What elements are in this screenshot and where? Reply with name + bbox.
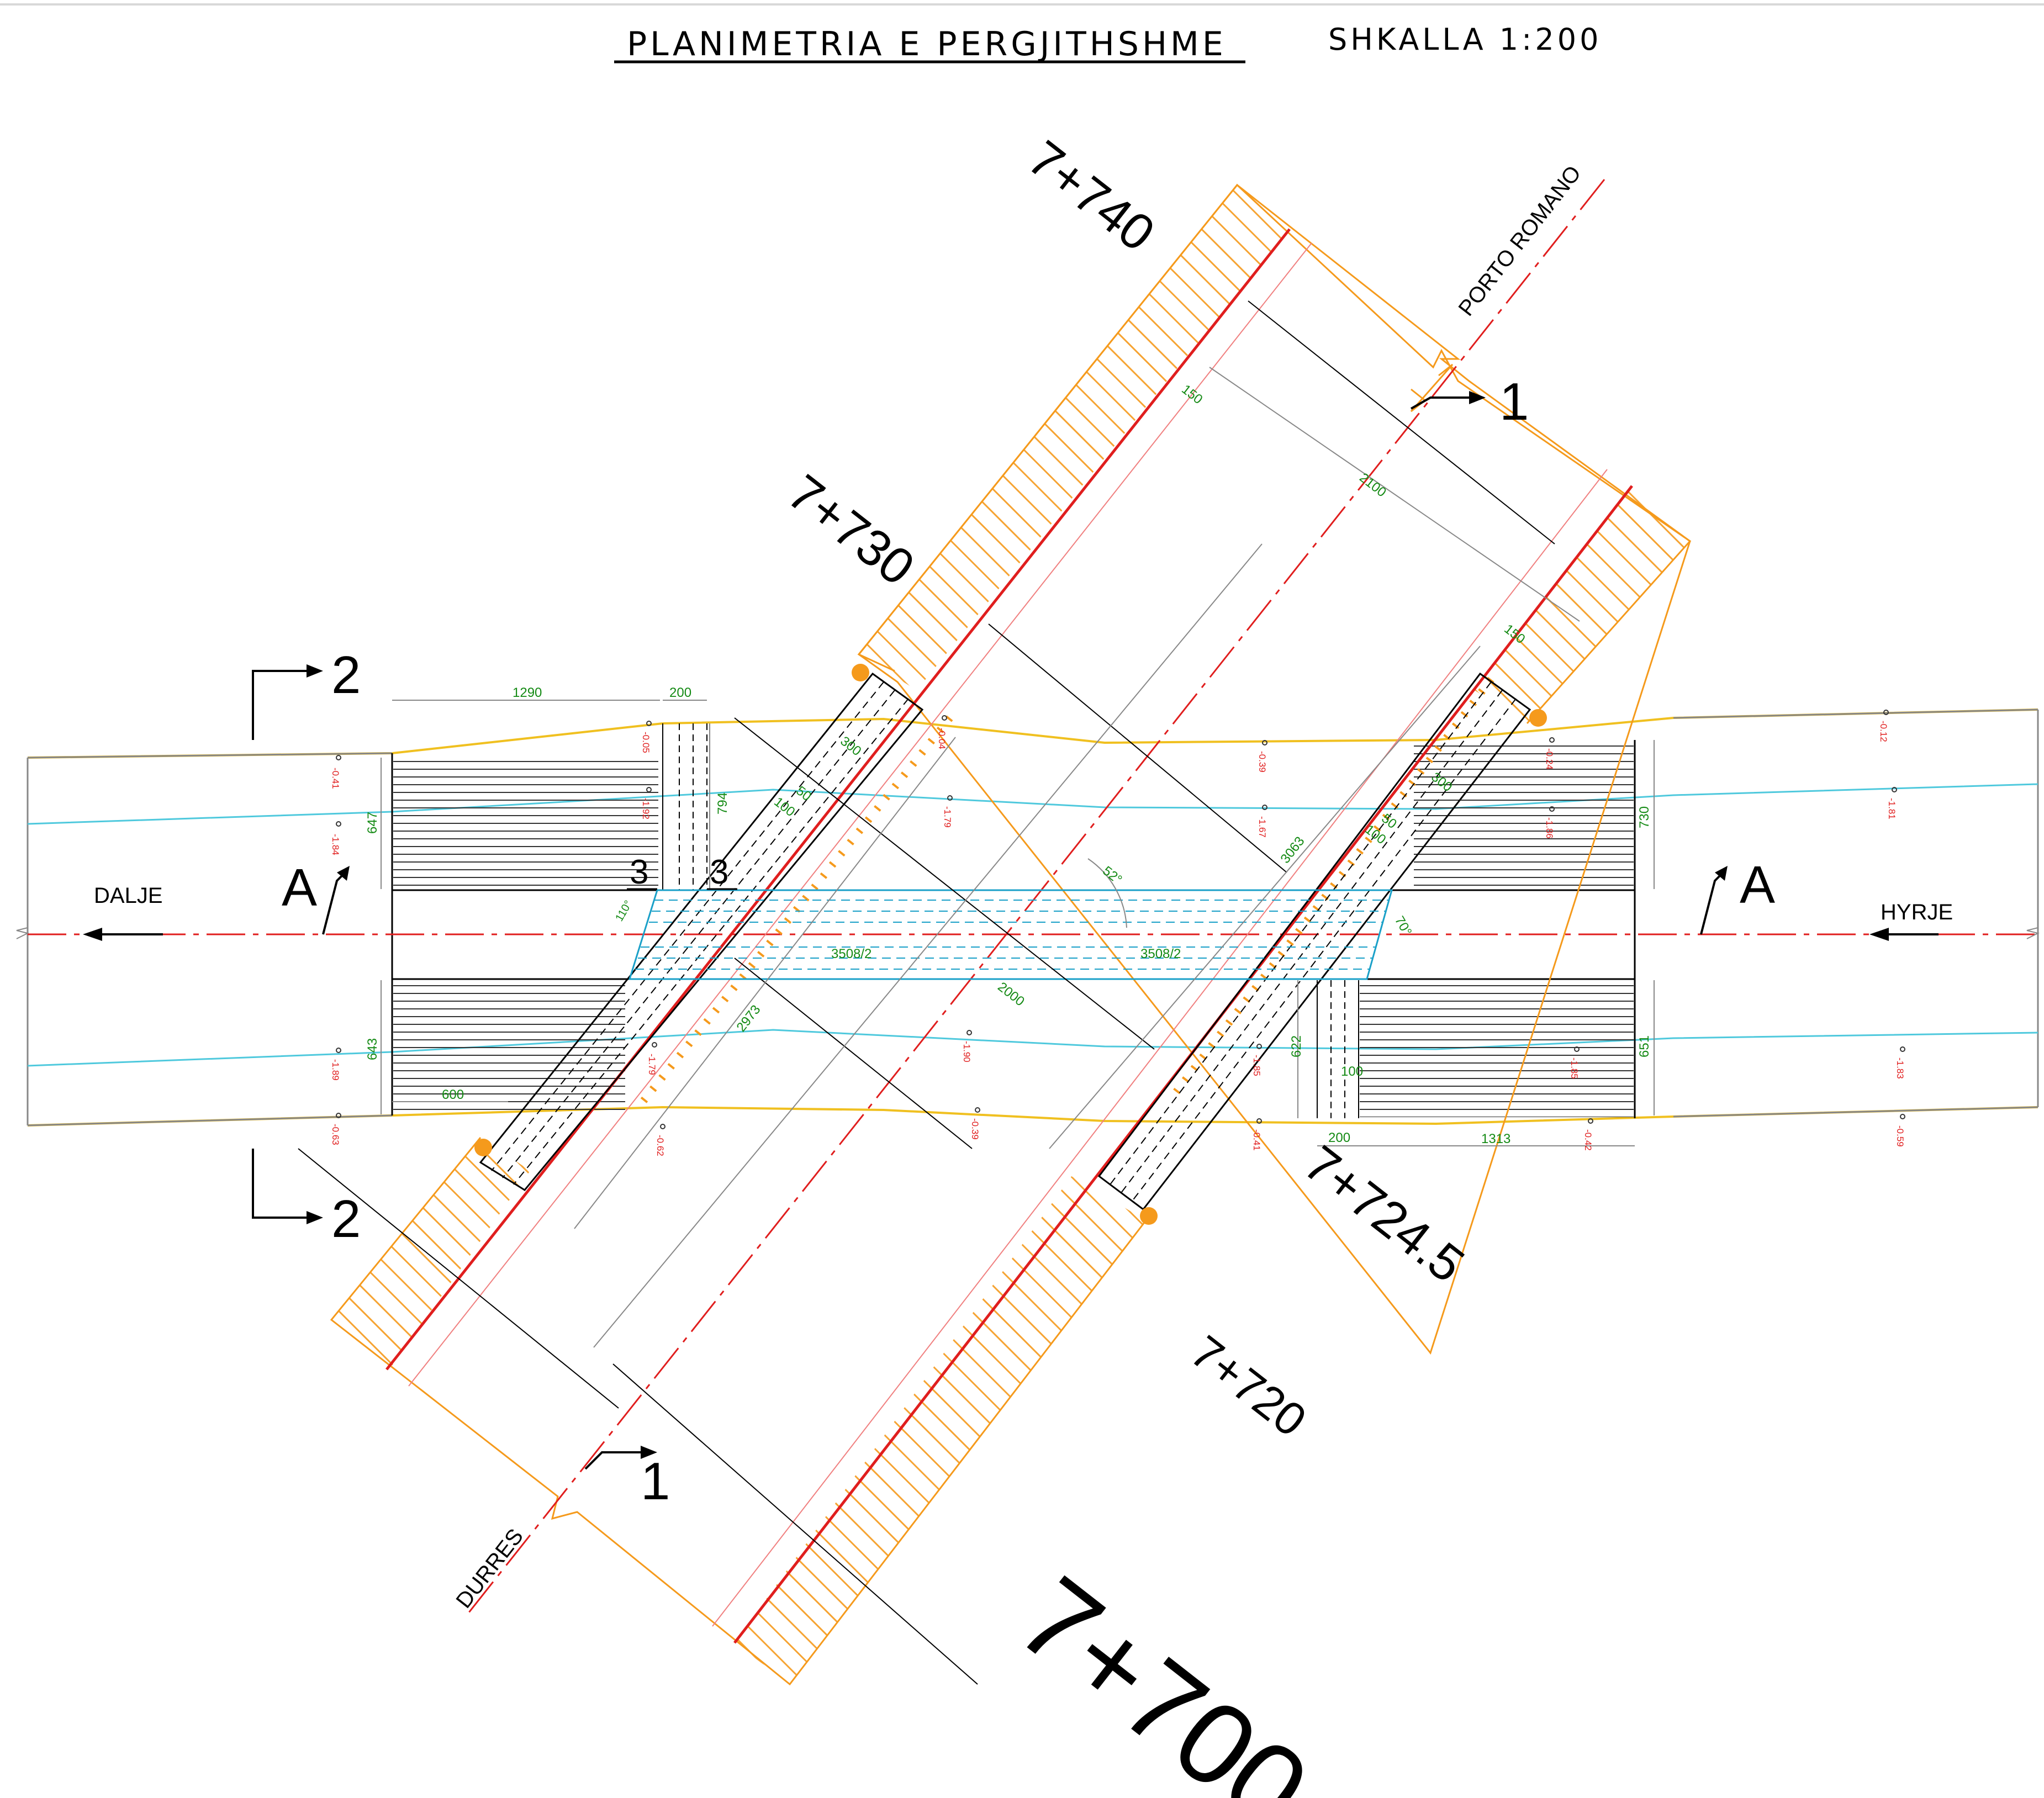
dim-50-b: 50 — [1378, 811, 1399, 832]
drawing-title: PLANIMETRIA E PERGJITHSHME — [627, 25, 1227, 64]
dim-1313: 1313 — [1481, 1131, 1510, 1146]
dim-50-a: 50 — [793, 783, 814, 804]
durres-label: DURRES — [451, 1524, 528, 1612]
porto-romano-label: PORTO ROMANO — [1454, 161, 1586, 321]
dalje-label: DALJE — [94, 884, 163, 908]
dim-100-a: 100 — [771, 794, 797, 819]
dim-3063: 3063 — [1277, 834, 1307, 866]
dim-794: 794 — [715, 792, 730, 815]
hyrje-label: HYRJE — [1881, 900, 1953, 924]
direction-labels: PORTO ROMANO DURRES DALJE HYRJE — [83, 161, 1953, 1613]
section-3-right: 3 — [710, 853, 728, 891]
level-24: -0.59 — [1895, 1125, 1905, 1147]
station-7730: 7+730 — [778, 464, 925, 596]
dim-1290: 1290 — [513, 685, 542, 700]
section-2-top: 2 — [331, 646, 361, 705]
dim-730: 730 — [1637, 806, 1652, 828]
level-8: -1.92 — [641, 798, 651, 819]
level-7: -1.84 — [330, 834, 341, 855]
station-7740: 7+740 — [1018, 130, 1165, 262]
dim-643: 643 — [365, 1038, 380, 1060]
bank-protection-hatching — [393, 723, 1634, 1118]
level-19: -0.63 — [330, 1124, 341, 1145]
level-18: -1.83 — [1895, 1057, 1905, 1079]
level-23: -0.42 — [1583, 1129, 1593, 1151]
level-5: -0.24 — [1544, 748, 1555, 770]
section-1-top: 1 — [1499, 372, 1529, 431]
channel-outline — [27, 708, 2039, 1127]
dim-150-a: 150 — [1179, 382, 1205, 407]
level-2: -0.05 — [641, 732, 651, 753]
angle-52: 52° — [1100, 863, 1124, 887]
dim-651: 651 — [1637, 1035, 1652, 1057]
level-22: -0.41 — [1251, 1129, 1262, 1151]
dim-200-a: 200 — [669, 685, 691, 700]
section-A-left: A — [282, 858, 317, 917]
title-block: PLANIMETRIA E PERGJITHSHME SHKALLA 1:200 — [614, 22, 1602, 64]
dim-300-a: 300 — [837, 733, 864, 759]
dim-622: 622 — [1289, 1035, 1304, 1057]
dim-2000: 2000 — [995, 979, 1027, 1009]
section-A-right: A — [1740, 855, 1775, 914]
level-12: -1.81 — [1887, 798, 1897, 819]
dim-2973: 2973 — [733, 1002, 763, 1035]
level-1: -0.41 — [330, 768, 341, 789]
section-2-bottom: 2 — [331, 1189, 361, 1249]
level-3: -0.04 — [937, 728, 947, 749]
level-17: -1.85 — [1569, 1057, 1580, 1079]
angle-110: 110° — [613, 898, 635, 924]
level-9: -1.79 — [942, 806, 953, 828]
level-10: -1.67 — [1257, 816, 1267, 838]
dim-600: 600 — [442, 1087, 464, 1102]
level-15: -1.90 — [962, 1041, 972, 1062]
station-7720: 7+720 — [1181, 1325, 1316, 1446]
level-11: -1.86 — [1544, 817, 1555, 839]
section-lines — [298, 300, 1655, 1685]
level-14: -1.79 — [647, 1054, 657, 1075]
dim-2100: 2100 — [1356, 470, 1389, 500]
level-6: -0.12 — [1878, 721, 1889, 742]
dim-3508-b: 3508/2 — [1140, 946, 1181, 961]
level-16: -1.85 — [1251, 1055, 1262, 1076]
level-marks: -0.41 -0.05 -0.04 -0.39 -0.24 -0.12 -1.8… — [330, 710, 1905, 1156]
section-3-left: 3 — [630, 853, 648, 891]
break-marks — [16, 927, 2040, 939]
dim-3508-a: 3508/2 — [831, 946, 872, 961]
level-20: -0.62 — [655, 1135, 666, 1156]
station-7700: 7+700 — [995, 1552, 1332, 1798]
dim-100: 100 — [1341, 1064, 1363, 1079]
dim-200-b: 200 — [1328, 1130, 1350, 1145]
dim-647: 647 — [365, 812, 380, 834]
level-13: -1.89 — [330, 1059, 341, 1081]
section-1-bottom: 1 — [641, 1452, 670, 1511]
drawing-scale: SHKALLA 1:200 — [1328, 22, 1602, 57]
level-21: -0.39 — [970, 1118, 980, 1140]
embankment — [330, 179, 1692, 1686]
level-4: -0.39 — [1257, 751, 1267, 773]
culvert-structure — [474, 664, 1547, 1225]
section-markers: 1 1 2 2 A A 3 3 — [252, 363, 1775, 1511]
